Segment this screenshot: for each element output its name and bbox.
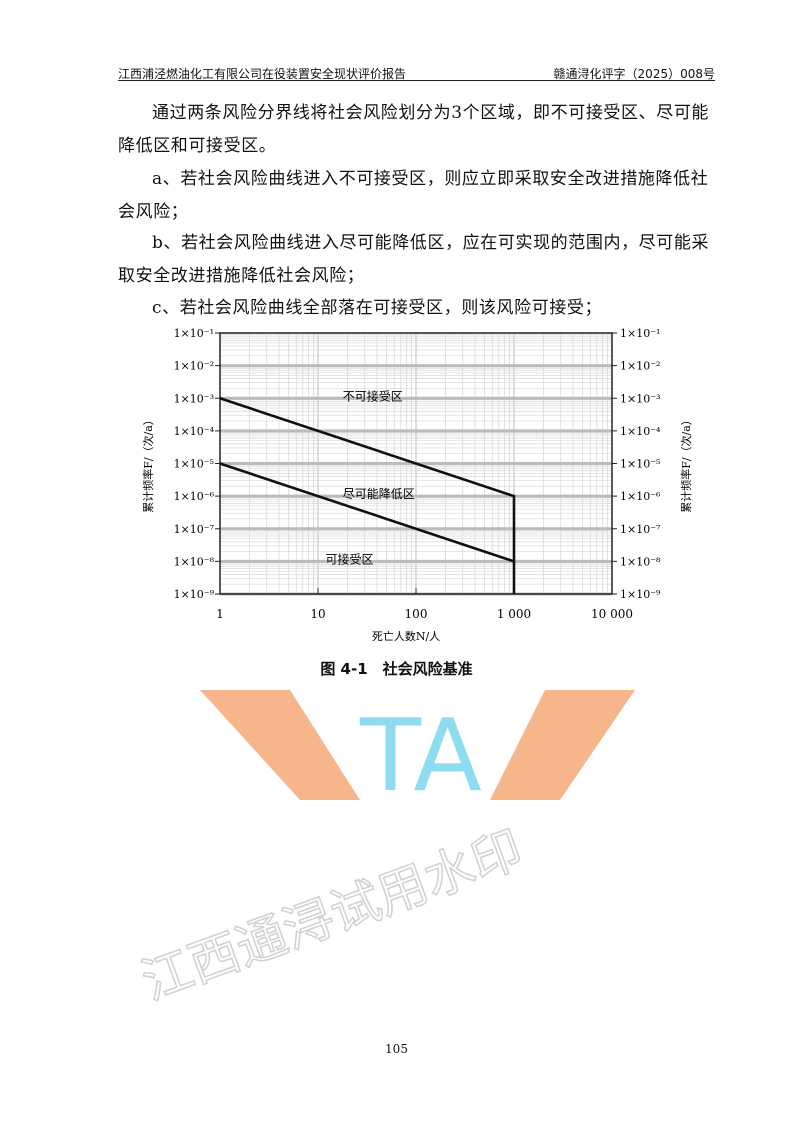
grid xyxy=(219,333,612,596)
x-tick-label: 1 xyxy=(216,607,224,621)
figure-caption: 图 4-1 社会风险基准 xyxy=(320,660,473,678)
y-axis-label-right: 累计频率F/（次/a） xyxy=(679,414,693,513)
x-tick-label: 10 000 xyxy=(591,607,633,621)
paragraph: a、若社会风险曲线进入不可接受区，则应立即采取安全改进措施降低社会风险； xyxy=(118,169,709,222)
header-right: 赣通浔化评字（2025）008号 xyxy=(553,67,715,81)
region-label: 尽可能降低区 xyxy=(343,487,415,501)
x-tick-label: 10 xyxy=(310,607,325,621)
y-tick-label: 1×10⁻⁹ xyxy=(174,588,215,601)
page-number: 105 xyxy=(385,1042,408,1056)
y-tick-label: 1×10⁻⁸ xyxy=(174,555,215,568)
x-tick-label: 100 xyxy=(405,607,428,621)
y-tick-label: 1×10⁻³ xyxy=(174,392,214,405)
region-label: 可接受区 xyxy=(326,551,374,566)
watermark-logo: TA xyxy=(359,697,482,814)
y-tick-label: 1×10⁻⁵ xyxy=(174,458,214,471)
watermark-text: 江西通浔试用水印 xyxy=(134,820,530,1011)
y-tick-label-right: 1×10⁻² xyxy=(620,360,660,373)
y-tick-label: 1×10⁻¹ xyxy=(174,327,214,340)
y-tick-label: 1×10⁻⁴ xyxy=(174,425,215,438)
y-tick-label-right: 1×10⁻⁷ xyxy=(620,523,661,536)
paragraph: 通过两条风险分界线将社会风险划分为3个区域，即不可接受区、尽可能降低区和可接受区… xyxy=(118,103,710,156)
y-tick-label-right: 1×10⁻⁵ xyxy=(620,458,660,471)
y-axis-label: 累计频率F/（次/a） xyxy=(141,414,155,513)
risk-boundary-line-2 xyxy=(219,462,515,563)
social-risk-chart: 1×10⁻¹ 1×10⁻¹ 1×10⁻² 1×10⁻² 1×10⁻³ 1×10⁻³ 1×10… xyxy=(141,327,693,643)
y-tick-label: 1×10⁻² xyxy=(174,360,214,373)
y-tick-label: 1×10⁻⁶ xyxy=(174,490,215,503)
page-header: 江西浦泾燃油化工有限公司在役装置安全现状评价报告 赣通浔化评字（2025）008… xyxy=(118,64,715,81)
x-tick-label: 1 000 xyxy=(497,607,531,621)
y-tick-label-right: 1×10⁻³ xyxy=(620,392,660,405)
y-tick-label: 1×10⁻⁷ xyxy=(174,523,215,536)
paragraph: b、若社会风险曲线进入尽可能降低区，应在可实现的范围内，尽可能采取安全改进措施降… xyxy=(118,233,710,286)
y-tick-label-right: 1×10⁻⁶ xyxy=(620,490,661,503)
y-tick-label-right: 1×10⁻¹ xyxy=(620,327,660,340)
x-axis-label: 死亡人数N/人 xyxy=(372,629,440,643)
y-tick-label-right: 1×10⁻⁹ xyxy=(620,588,661,601)
y-tick-label-right: 1×10⁻⁴ xyxy=(620,425,661,438)
paragraph: c、若社会风险曲线全部落在可接受区，则该风险可接受； xyxy=(152,298,603,318)
y-tick-label-right: 1×10⁻⁸ xyxy=(620,555,661,568)
header-left: 江西浦泾燃油化工有限公司在役装置安全现状评价报告 xyxy=(118,67,407,81)
region-label: 不可接受区 xyxy=(343,388,403,403)
